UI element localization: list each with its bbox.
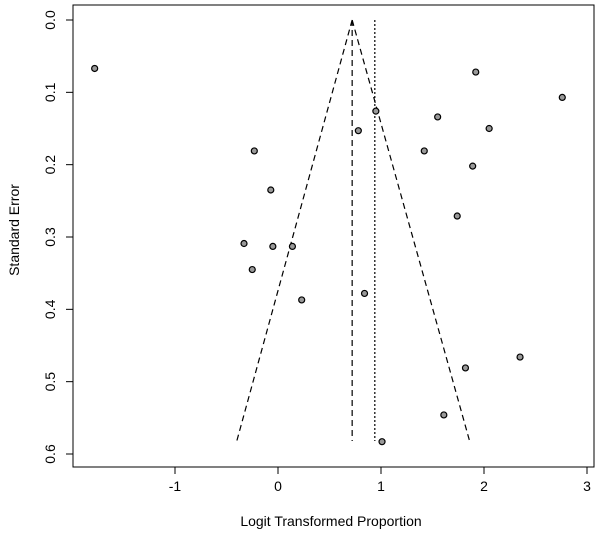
study-point bbox=[248, 265, 256, 274]
y-axis: 0.0 0.1 0.2 0.3 0.4 0.5 0.6 bbox=[42, 10, 73, 464]
study-point bbox=[250, 147, 258, 155]
study-point bbox=[360, 289, 369, 298]
study-point bbox=[516, 353, 524, 361]
y-tick-label: 0.2 bbox=[42, 155, 58, 175]
study-point bbox=[240, 239, 248, 248]
x-tick-label: -1 bbox=[169, 478, 182, 494]
x-tick-label: 3 bbox=[583, 478, 591, 494]
x-tick-label: 0 bbox=[274, 478, 282, 494]
study-point bbox=[558, 93, 566, 101]
y-tick-label: 0.1 bbox=[42, 82, 58, 102]
study-point bbox=[298, 296, 306, 304]
study-point bbox=[354, 127, 362, 135]
study-point bbox=[420, 147, 428, 155]
study-point bbox=[434, 113, 442, 121]
study-point bbox=[267, 186, 275, 194]
plot-lines bbox=[236, 19, 471, 442]
study-point bbox=[469, 162, 477, 170]
study-point bbox=[472, 68, 480, 76]
study-point bbox=[269, 242, 277, 251]
y-tick-label: 0.0 bbox=[42, 10, 58, 30]
y-tick-label: 0.3 bbox=[42, 227, 58, 247]
study-point bbox=[461, 364, 470, 372]
study-point bbox=[372, 107, 380, 115]
plot-frame bbox=[72, 4, 595, 468]
study-points bbox=[91, 64, 566, 446]
y-tick-label: 0.6 bbox=[42, 444, 58, 464]
funnel-left-limit bbox=[236, 19, 353, 442]
study-point bbox=[378, 438, 386, 446]
funnel-right-limit bbox=[351, 19, 471, 442]
study-point bbox=[440, 411, 448, 419]
study-point bbox=[288, 242, 297, 251]
study-point bbox=[453, 212, 461, 220]
x-tick-label: 1 bbox=[377, 478, 385, 494]
study-point bbox=[91, 64, 99, 73]
y-tick-label: 0.5 bbox=[42, 372, 58, 392]
x-tick-label: 2 bbox=[480, 478, 488, 494]
study-point bbox=[485, 124, 493, 133]
y-axis-title: Standard Error bbox=[6, 184, 22, 276]
y-tick-label: 0.4 bbox=[42, 299, 58, 319]
x-axis-title: Logit Transformed Proportion bbox=[240, 513, 421, 529]
x-axis: -1 0 1 2 3 bbox=[169, 467, 591, 494]
